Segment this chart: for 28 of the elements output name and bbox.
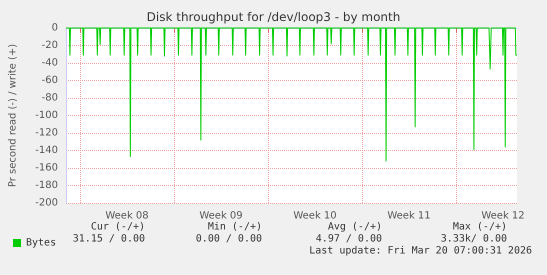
x-tick-label: Week 12 <box>481 210 525 222</box>
text: Min (-/+) <box>208 222 262 232</box>
x-tick-label: Week 08 <box>105 210 149 222</box>
text: 31.15 / 0.00 <box>72 234 146 244</box>
y-tick-label: -80 <box>42 92 58 104</box>
text: Avg (-/+) <box>328 222 382 232</box>
y-tick-label: 0 <box>52 22 58 34</box>
text: Cur (-/+) <box>90 222 146 232</box>
x-tick-label: Week 11 <box>387 210 431 222</box>
x-tick-label: Week 10 <box>293 210 337 222</box>
text: Last update: Fri Mar 20 07:00:31 2026 <box>309 246 532 256</box>
y-axis-title: Pr second read (-) / write (+) <box>8 44 18 188</box>
legend-label: Bytes <box>26 238 56 248</box>
text: 0.00 / 0.00 <box>196 234 262 244</box>
y-tick-label: -180 <box>35 180 58 191</box>
y-tick-label: -20 <box>42 40 58 51</box>
y-tick-label: -140 <box>35 145 58 156</box>
text: 3.33k/ 0.00 <box>440 234 508 244</box>
text: Max (-/+) <box>452 222 508 232</box>
y-tick-label: -120 <box>35 128 58 138</box>
x-tick-label: Week 09 <box>199 210 243 222</box>
y-tick-label: -100 <box>35 110 58 121</box>
chart-title: Disk throughput for /dev/loop3 - by month <box>146 10 400 24</box>
y-tick-label: -160 <box>35 162 58 174</box>
y-tick-label: -40 <box>42 58 58 68</box>
y-tick-label: -200 <box>35 198 58 208</box>
y-tick-label: -60 <box>42 75 58 86</box>
text: 4.97 / 0.00 <box>316 234 382 244</box>
